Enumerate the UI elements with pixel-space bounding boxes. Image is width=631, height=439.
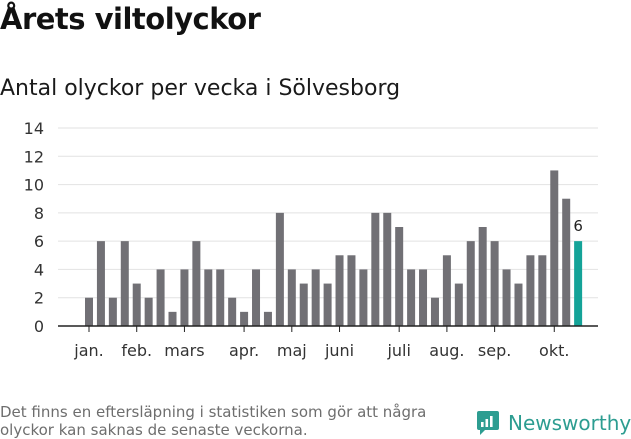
bar	[299, 283, 308, 326]
bar	[132, 283, 141, 326]
x-tick-label: apr.	[229, 341, 259, 360]
bar	[192, 241, 201, 326]
x-axis-ticks: jan. feb. mars apr. maj juni juli aug. sep. okt.	[73, 326, 569, 360]
bar	[502, 269, 511, 326]
bar	[454, 283, 463, 326]
bar	[323, 283, 332, 326]
bar	[371, 212, 380, 326]
bar-chart: 0 2 4 6 8 10 12 14 jan. feb. mars apr. maj juni juli a…	[24, 119, 598, 360]
bar	[240, 311, 249, 326]
y-tick-label: 6	[34, 232, 44, 251]
brand-name: Newsworthy	[508, 411, 631, 435]
bar	[168, 311, 177, 326]
bar	[96, 241, 105, 326]
bar	[120, 241, 129, 326]
x-tick-label: mars	[164, 341, 204, 360]
bar	[407, 269, 416, 326]
bar	[430, 297, 439, 326]
bar	[395, 227, 404, 326]
bar	[335, 255, 344, 326]
bar	[442, 255, 451, 326]
bar	[490, 241, 499, 326]
bar	[538, 255, 547, 326]
bar	[466, 241, 475, 326]
x-tick-label: sep.	[478, 341, 511, 360]
bar	[562, 198, 571, 326]
bar	[263, 311, 272, 326]
x-tick-label: juni	[324, 341, 354, 360]
gridlines	[58, 127, 598, 299]
y-tick-label: 12	[24, 147, 44, 166]
y-tick-label: 14	[24, 119, 44, 138]
newsworthy-logo[interactable]: Newsworthy	[476, 408, 631, 438]
chart-subtitle: Antal olyckor per vecka i Sölvesborg	[0, 76, 401, 101]
y-tick-label: 10	[24, 176, 44, 195]
bar	[144, 297, 153, 326]
bar	[228, 297, 237, 326]
x-tick-label: juli	[386, 341, 410, 360]
y-tick-label: 2	[34, 289, 44, 308]
x-tick-label: maj	[277, 341, 307, 360]
bar	[550, 170, 559, 326]
bar	[108, 297, 117, 326]
bar	[526, 255, 535, 326]
chart-title: Årets viltolyckor	[0, 2, 261, 36]
data-label-last: 6	[573, 217, 583, 235]
bar	[359, 269, 368, 326]
newsworthy-logo-icon	[477, 411, 499, 435]
y-tick-label: 0	[34, 317, 44, 336]
y-tick-label: 8	[34, 204, 44, 223]
bar	[204, 269, 213, 326]
bar	[85, 297, 93, 326]
bar	[514, 283, 523, 326]
bar	[180, 269, 189, 326]
bar	[275, 212, 284, 326]
y-tick-label: 4	[34, 260, 44, 279]
bar	[287, 269, 296, 326]
bar	[156, 269, 165, 326]
bar	[478, 227, 487, 326]
bar	[347, 255, 356, 326]
x-tick-label: aug.	[429, 341, 464, 360]
x-tick-label: feb.	[121, 341, 152, 360]
bar	[419, 269, 428, 326]
bar	[216, 269, 225, 326]
bar	[383, 212, 392, 326]
data-labels: 6	[573, 217, 583, 235]
bars	[85, 170, 583, 326]
bar	[311, 269, 320, 326]
bar	[252, 269, 261, 326]
footnote: Det finns en eftersläpning i statistiken…	[0, 403, 427, 439]
x-tick-label: okt.	[539, 341, 569, 360]
x-tick-label: jan.	[73, 341, 103, 360]
y-axis-ticks: 0 2 4 6 8 10 12 14	[24, 119, 44, 336]
bar-current-week	[574, 241, 583, 326]
